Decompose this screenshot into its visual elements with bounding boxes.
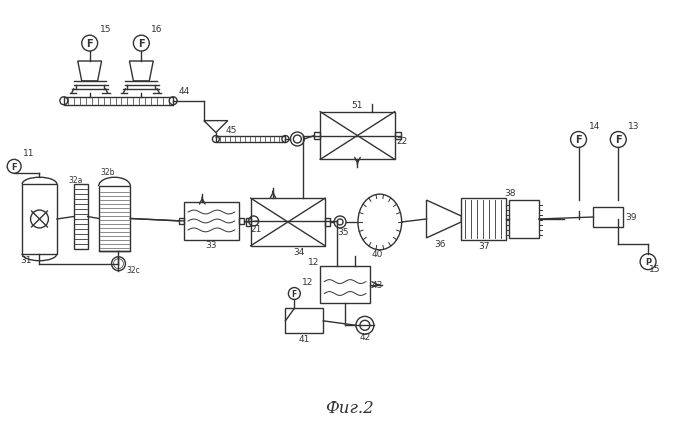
Text: 22: 22 (397, 137, 408, 146)
Text: F: F (11, 162, 17, 171)
Text: 43: 43 (372, 280, 383, 289)
Text: 32c: 32c (127, 265, 140, 274)
Text: 15: 15 (99, 25, 111, 34)
Bar (184, 203, 239, 240)
Bar (99, 187, 131, 251)
Bar (461, 199, 506, 240)
Bar (216, 136, 285, 143)
Text: 33: 33 (206, 240, 217, 249)
Bar (593, 207, 624, 227)
Text: Фиг.2: Фиг.2 (324, 399, 373, 416)
Text: F: F (575, 135, 582, 145)
Bar (64, 98, 173, 105)
Text: 12: 12 (308, 257, 319, 266)
Bar (22, 185, 57, 254)
Bar (251, 199, 325, 246)
Text: 45: 45 (226, 125, 237, 134)
Text: 11: 11 (23, 149, 34, 158)
Bar (74, 185, 87, 249)
Text: 38: 38 (504, 189, 515, 197)
Bar (179, 218, 184, 224)
Text: 14: 14 (589, 121, 600, 130)
Text: 41: 41 (298, 335, 310, 343)
Text: 42: 42 (360, 332, 371, 342)
Text: 39: 39 (625, 213, 637, 222)
Text: 40: 40 (372, 249, 383, 258)
Bar (285, 309, 323, 333)
Text: 32a: 32a (69, 176, 83, 185)
Text: 37: 37 (478, 241, 489, 250)
Bar (239, 218, 244, 224)
Text: 51: 51 (352, 101, 363, 109)
Bar (320, 112, 395, 160)
Text: P: P (645, 258, 651, 266)
Bar (245, 218, 251, 227)
Text: 13: 13 (628, 121, 640, 130)
Bar (325, 218, 330, 227)
Text: 15: 15 (649, 264, 661, 273)
Text: 12: 12 (302, 277, 314, 286)
Text: F: F (615, 135, 621, 145)
Bar (509, 201, 539, 238)
Text: 34: 34 (293, 247, 304, 256)
Text: 35: 35 (337, 227, 349, 237)
Bar (320, 266, 370, 304)
Text: F: F (87, 39, 93, 49)
Bar (315, 132, 320, 140)
Text: F: F (138, 39, 145, 49)
Text: 31: 31 (20, 255, 31, 264)
Bar (395, 132, 401, 140)
Text: 44: 44 (178, 87, 189, 95)
Text: 21: 21 (251, 224, 262, 233)
Text: F: F (291, 289, 297, 298)
Text: 16: 16 (151, 25, 163, 34)
Text: 32b: 32b (101, 168, 115, 177)
Text: 36: 36 (435, 239, 446, 248)
